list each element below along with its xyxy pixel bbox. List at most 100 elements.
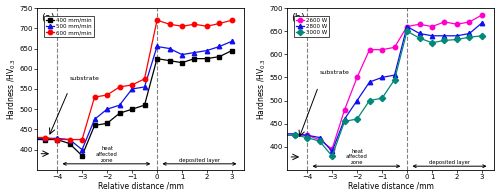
2600 W [416,23,422,25]
600 mm/min [116,86,122,88]
X-axis label: Relative distance /mm: Relative distance /mm [98,181,184,191]
500 mm/min [166,47,172,50]
500 mm/min [42,137,48,140]
2600 W [316,139,322,141]
500 mm/min [66,138,72,141]
600 mm/min [216,22,222,25]
2600 W [442,21,448,23]
600 mm/min [92,96,98,98]
Line: 500 mm/min: 500 mm/min [30,39,234,152]
500 mm/min [192,51,198,54]
400 mm/min [54,138,60,141]
2800 W [329,150,335,152]
400 mm/min [104,122,110,124]
400 mm/min [79,155,85,157]
Text: substrate: substrate [320,70,350,75]
500 mm/min [54,137,60,140]
2600 W [292,134,298,136]
2800 W [466,32,472,35]
3000 W [304,136,310,139]
600 mm/min [179,25,185,27]
2800 W [304,134,310,136]
2800 W [316,136,322,139]
600 mm/min [79,138,85,141]
500 mm/min [79,149,85,151]
3000 W [466,36,472,38]
2800 W [479,22,485,24]
3000 W [442,39,448,42]
400 mm/min [179,62,185,64]
2600 W [379,48,385,51]
400 mm/min [129,108,135,110]
2600 W [479,14,485,16]
600 mm/min [154,19,160,21]
400 mm/min [42,138,48,141]
500 mm/min [154,45,160,48]
500 mm/min [104,108,110,110]
2800 W [366,81,372,83]
500 mm/min [216,45,222,48]
400 mm/min [204,57,210,60]
3000 W [454,38,460,41]
2800 W [429,35,435,37]
Y-axis label: Hardness /HV$_{0.3}$: Hardness /HV$_{0.3}$ [256,58,268,120]
500 mm/min [92,118,98,121]
2800 W [279,133,285,135]
Text: (b): (b) [292,13,305,23]
2800 W [404,25,410,28]
Text: deposited layer: deposited layer [429,160,470,165]
600 mm/min [192,23,198,25]
Text: (a): (a) [42,13,55,23]
3000 W [342,120,347,122]
400 mm/min [154,57,160,60]
Text: deposited layer: deposited layer [179,158,220,163]
Line: 2800 W: 2800 W [280,21,484,154]
400 mm/min [66,142,72,145]
500 mm/min [29,137,35,140]
600 mm/min [229,19,235,21]
2600 W [329,148,335,150]
Text: substrate: substrate [70,76,100,81]
400 mm/min [229,49,235,52]
Legend: 400 mm/min, 500 mm/min, 600 mm/min: 400 mm/min, 500 mm/min, 600 mm/min [44,16,94,37]
3000 W [366,99,372,102]
Text: heat
affected
zone: heat affected zone [346,149,368,165]
400 mm/min [166,59,172,62]
600 mm/min [129,84,135,86]
600 mm/min [54,138,60,141]
500 mm/min [142,86,148,88]
500 mm/min [179,53,185,56]
2600 W [366,48,372,51]
Line: 2600 W: 2600 W [280,13,484,151]
2600 W [466,21,472,23]
400 mm/min [216,55,222,58]
2600 W [404,25,410,28]
600 mm/min [66,138,72,141]
400 mm/min [92,124,98,127]
400 mm/min [29,138,35,141]
Line: 3000 W: 3000 W [280,29,484,158]
400 mm/min [192,57,198,60]
2600 W [392,46,398,49]
Text: heat
affected
zone: heat affected zone [96,146,118,163]
2600 W [342,109,347,111]
2600 W [429,25,435,28]
Line: 400 mm/min: 400 mm/min [30,48,234,158]
500 mm/min [129,88,135,90]
3000 W [354,118,360,120]
3000 W [329,155,335,157]
2800 W [379,76,385,79]
3000 W [316,140,322,142]
2800 W [416,32,422,35]
2800 W [392,74,398,76]
3000 W [404,30,410,32]
2600 W [454,23,460,25]
2600 W [304,134,310,136]
2800 W [442,35,448,37]
500 mm/min [116,104,122,106]
2800 W [454,35,460,37]
3000 W [416,37,422,39]
500 mm/min [229,40,235,42]
600 mm/min [42,136,48,139]
2800 W [342,118,347,120]
